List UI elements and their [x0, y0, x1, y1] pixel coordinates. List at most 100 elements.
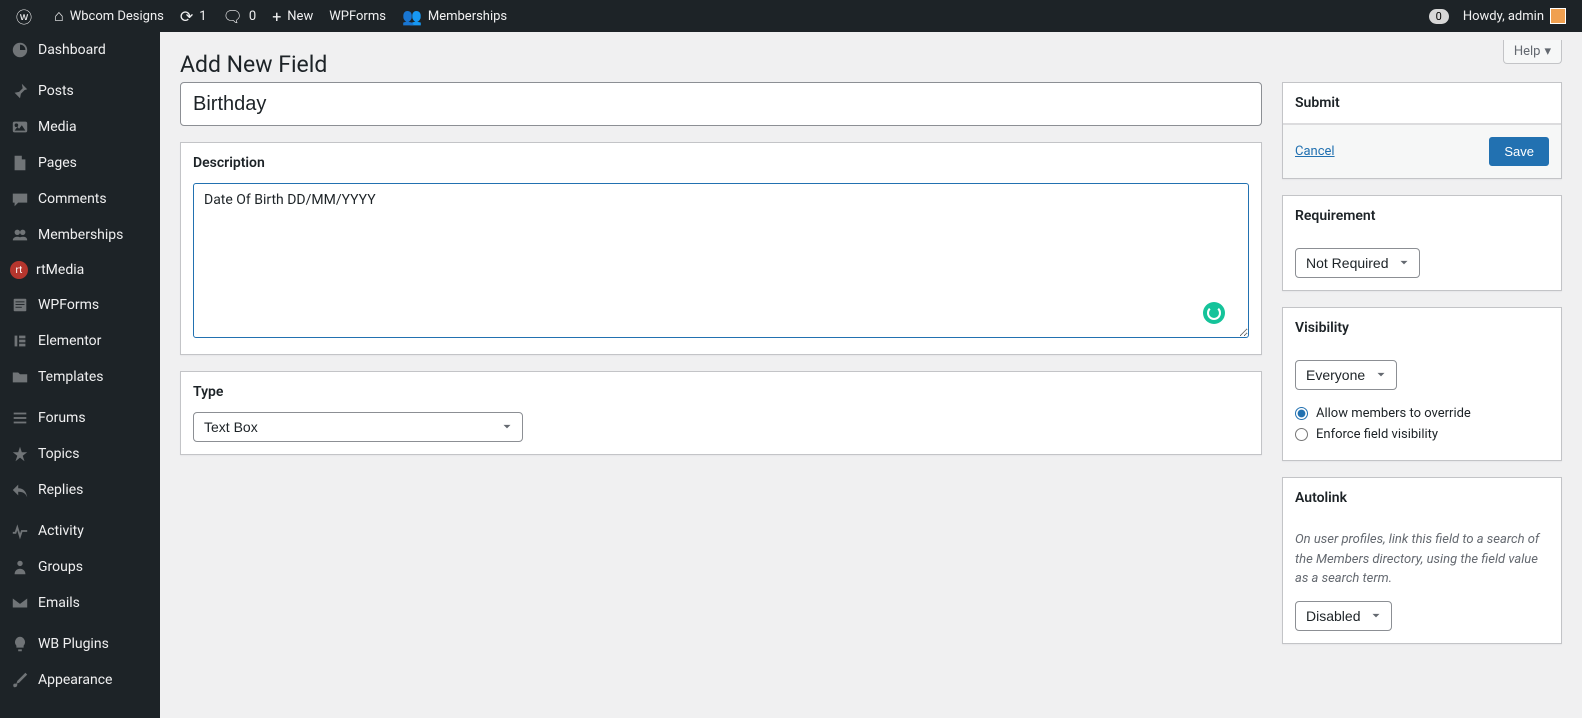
sidebar-item-activity[interactable]: Activity — [0, 513, 160, 549]
visibility-metabox: Visibility Everyone Allow members to ove… — [1282, 307, 1562, 461]
cancel-link[interactable]: Cancel — [1295, 144, 1335, 159]
topics-icon — [10, 444, 30, 464]
wpforms-label: WPForms — [329, 9, 386, 24]
sidebar-item-pages[interactable]: Pages — [0, 145, 160, 181]
sidebar-item-wbplugins[interactable]: WB Plugins — [0, 626, 160, 662]
field-name-input[interactable] — [180, 82, 1262, 126]
sidebar-item-appearance[interactable]: Appearance — [0, 662, 160, 698]
mail-icon — [10, 593, 30, 613]
forums-icon — [10, 408, 30, 428]
new-content-link[interactable]: +New — [264, 0, 321, 32]
sidebar-label: WPForms — [38, 297, 99, 313]
reply-icon — [10, 480, 30, 500]
visibility-enforce-label: Enforce field visibility — [1316, 427, 1438, 442]
visibility-allow-row[interactable]: Allow members to override — [1295, 406, 1549, 421]
comment-icon: 🗨 — [223, 7, 243, 26]
group-icon: 👥 — [402, 7, 422, 26]
home-icon: ⌂ — [54, 6, 64, 26]
sidebar-label: Groups — [38, 559, 83, 575]
type-heading: Type — [193, 384, 1249, 400]
visibility-allow-radio[interactable] — [1295, 407, 1308, 420]
sidebar-item-wpforms[interactable]: WPForms — [0, 287, 160, 323]
sidebar-label: Topics — [38, 446, 79, 462]
howdy-text: Howdy, admin — [1463, 9, 1544, 24]
groups-icon — [10, 557, 30, 577]
page-icon — [10, 153, 30, 173]
sidebar-label: Elementor — [38, 333, 101, 349]
save-button[interactable]: Save — [1489, 137, 1549, 166]
sidebar-item-rtmedia[interactable]: rt rtMedia — [0, 253, 160, 287]
visibility-allow-label: Allow members to override — [1316, 406, 1471, 421]
visibility-enforce-radio[interactable] — [1295, 428, 1308, 441]
sidebar-label: Appearance — [38, 672, 112, 688]
visibility-heading: Visibility — [1283, 308, 1561, 348]
visibility-select[interactable]: Everyone — [1295, 360, 1397, 390]
sidebar-label: Posts — [38, 83, 74, 99]
chevron-down-icon: ▾ — [1544, 44, 1551, 59]
memberships-label: Memberships — [428, 9, 507, 24]
comments-link[interactable]: 🗨0 — [215, 0, 265, 32]
sidebar-item-memberships[interactable]: Memberships — [0, 217, 160, 253]
sidebar-label: Media — [38, 119, 77, 135]
sidebar-label: Dashboard — [38, 42, 106, 58]
sidebar-item-elementor[interactable]: Elementor — [0, 323, 160, 359]
site-name-link[interactable]: ⌂ Wbcom Designs — [46, 0, 172, 32]
updates-count: 1 — [199, 9, 206, 24]
type-select[interactable]: Text Box — [193, 412, 523, 442]
comments-count: 0 — [249, 9, 256, 24]
visibility-enforce-row[interactable]: Enforce field visibility — [1295, 427, 1549, 442]
updates-link[interactable]: ⟳1 — [172, 0, 215, 32]
dashboard-icon — [10, 40, 30, 60]
sidebar-item-dashboard[interactable]: Dashboard — [0, 32, 160, 68]
submit-heading: Submit — [1283, 83, 1561, 124]
bulb-icon — [10, 634, 30, 654]
sidebar-label: Forums — [38, 410, 86, 426]
wp-logo[interactable]: ⓦ — [8, 0, 46, 32]
wordpress-icon: ⓦ — [16, 4, 32, 28]
sidebar-item-topics[interactable]: Topics — [0, 436, 160, 472]
autolink-select[interactable]: Disabled — [1295, 601, 1392, 631]
account-link[interactable]: Howdy, admin — [1455, 0, 1574, 32]
notification-badge[interactable]: 0 — [1429, 9, 1449, 24]
new-label: New — [287, 9, 313, 24]
sidebar-item-replies[interactable]: Replies — [0, 472, 160, 508]
sidebar-item-templates[interactable]: Templates — [0, 359, 160, 395]
form-icon — [10, 295, 30, 315]
sidebar-item-media[interactable]: Media — [0, 109, 160, 145]
requirement-heading: Requirement — [1283, 196, 1561, 236]
memberships-link[interactable]: 👥 Memberships — [394, 0, 515, 32]
sidebar-label: Memberships — [38, 227, 123, 243]
sidebar-label: WB Plugins — [38, 636, 109, 652]
autolink-help: On user profiles, link this field to a s… — [1295, 530, 1549, 589]
admin-bar: ⓦ ⌂Wbcom Designs ⟳1 🗨0 +New WPForms 👥Mem… — [0, 0, 1582, 32]
comment-icon — [10, 189, 30, 209]
sidebar-item-groups[interactable]: Groups — [0, 549, 160, 585]
sidebar-item-emails[interactable]: Emails — [0, 585, 160, 621]
help-tab[interactable]: Help▾ — [1503, 40, 1562, 64]
site-name-label: Wbcom Designs — [70, 9, 164, 24]
rtmedia-icon: rt — [10, 261, 28, 279]
autolink-metabox: Autolink On user profiles, link this fie… — [1282, 477, 1562, 644]
admin-sidebar: Dashboard Posts Media Pages Comments Mem… — [0, 32, 160, 718]
sidebar-label: Emails — [38, 595, 80, 611]
activity-icon — [10, 521, 30, 541]
wpforms-link[interactable]: WPForms — [321, 0, 394, 32]
autolink-heading: Autolink — [1283, 478, 1561, 518]
sidebar-item-posts[interactable]: Posts — [0, 73, 160, 109]
folder-icon — [10, 367, 30, 387]
sidebar-item-forums[interactable]: Forums — [0, 400, 160, 436]
elementor-icon — [10, 331, 30, 351]
group-icon — [10, 225, 30, 245]
page-title: Add New Field — [180, 42, 1562, 82]
sidebar-label: rtMedia — [36, 262, 84, 278]
submit-metabox: Submit Cancel Save — [1282, 82, 1562, 179]
sidebar-label: Comments — [38, 191, 107, 207]
grammarly-icon[interactable] — [1203, 302, 1225, 324]
requirement-metabox: Requirement Not Required — [1282, 195, 1562, 291]
sidebar-item-comments[interactable]: Comments — [0, 181, 160, 217]
description-textarea[interactable] — [193, 183, 1249, 338]
sidebar-label: Replies — [38, 482, 83, 498]
sidebar-label: Pages — [38, 155, 77, 171]
refresh-icon: ⟳ — [180, 7, 193, 26]
requirement-select[interactable]: Not Required — [1295, 248, 1420, 278]
